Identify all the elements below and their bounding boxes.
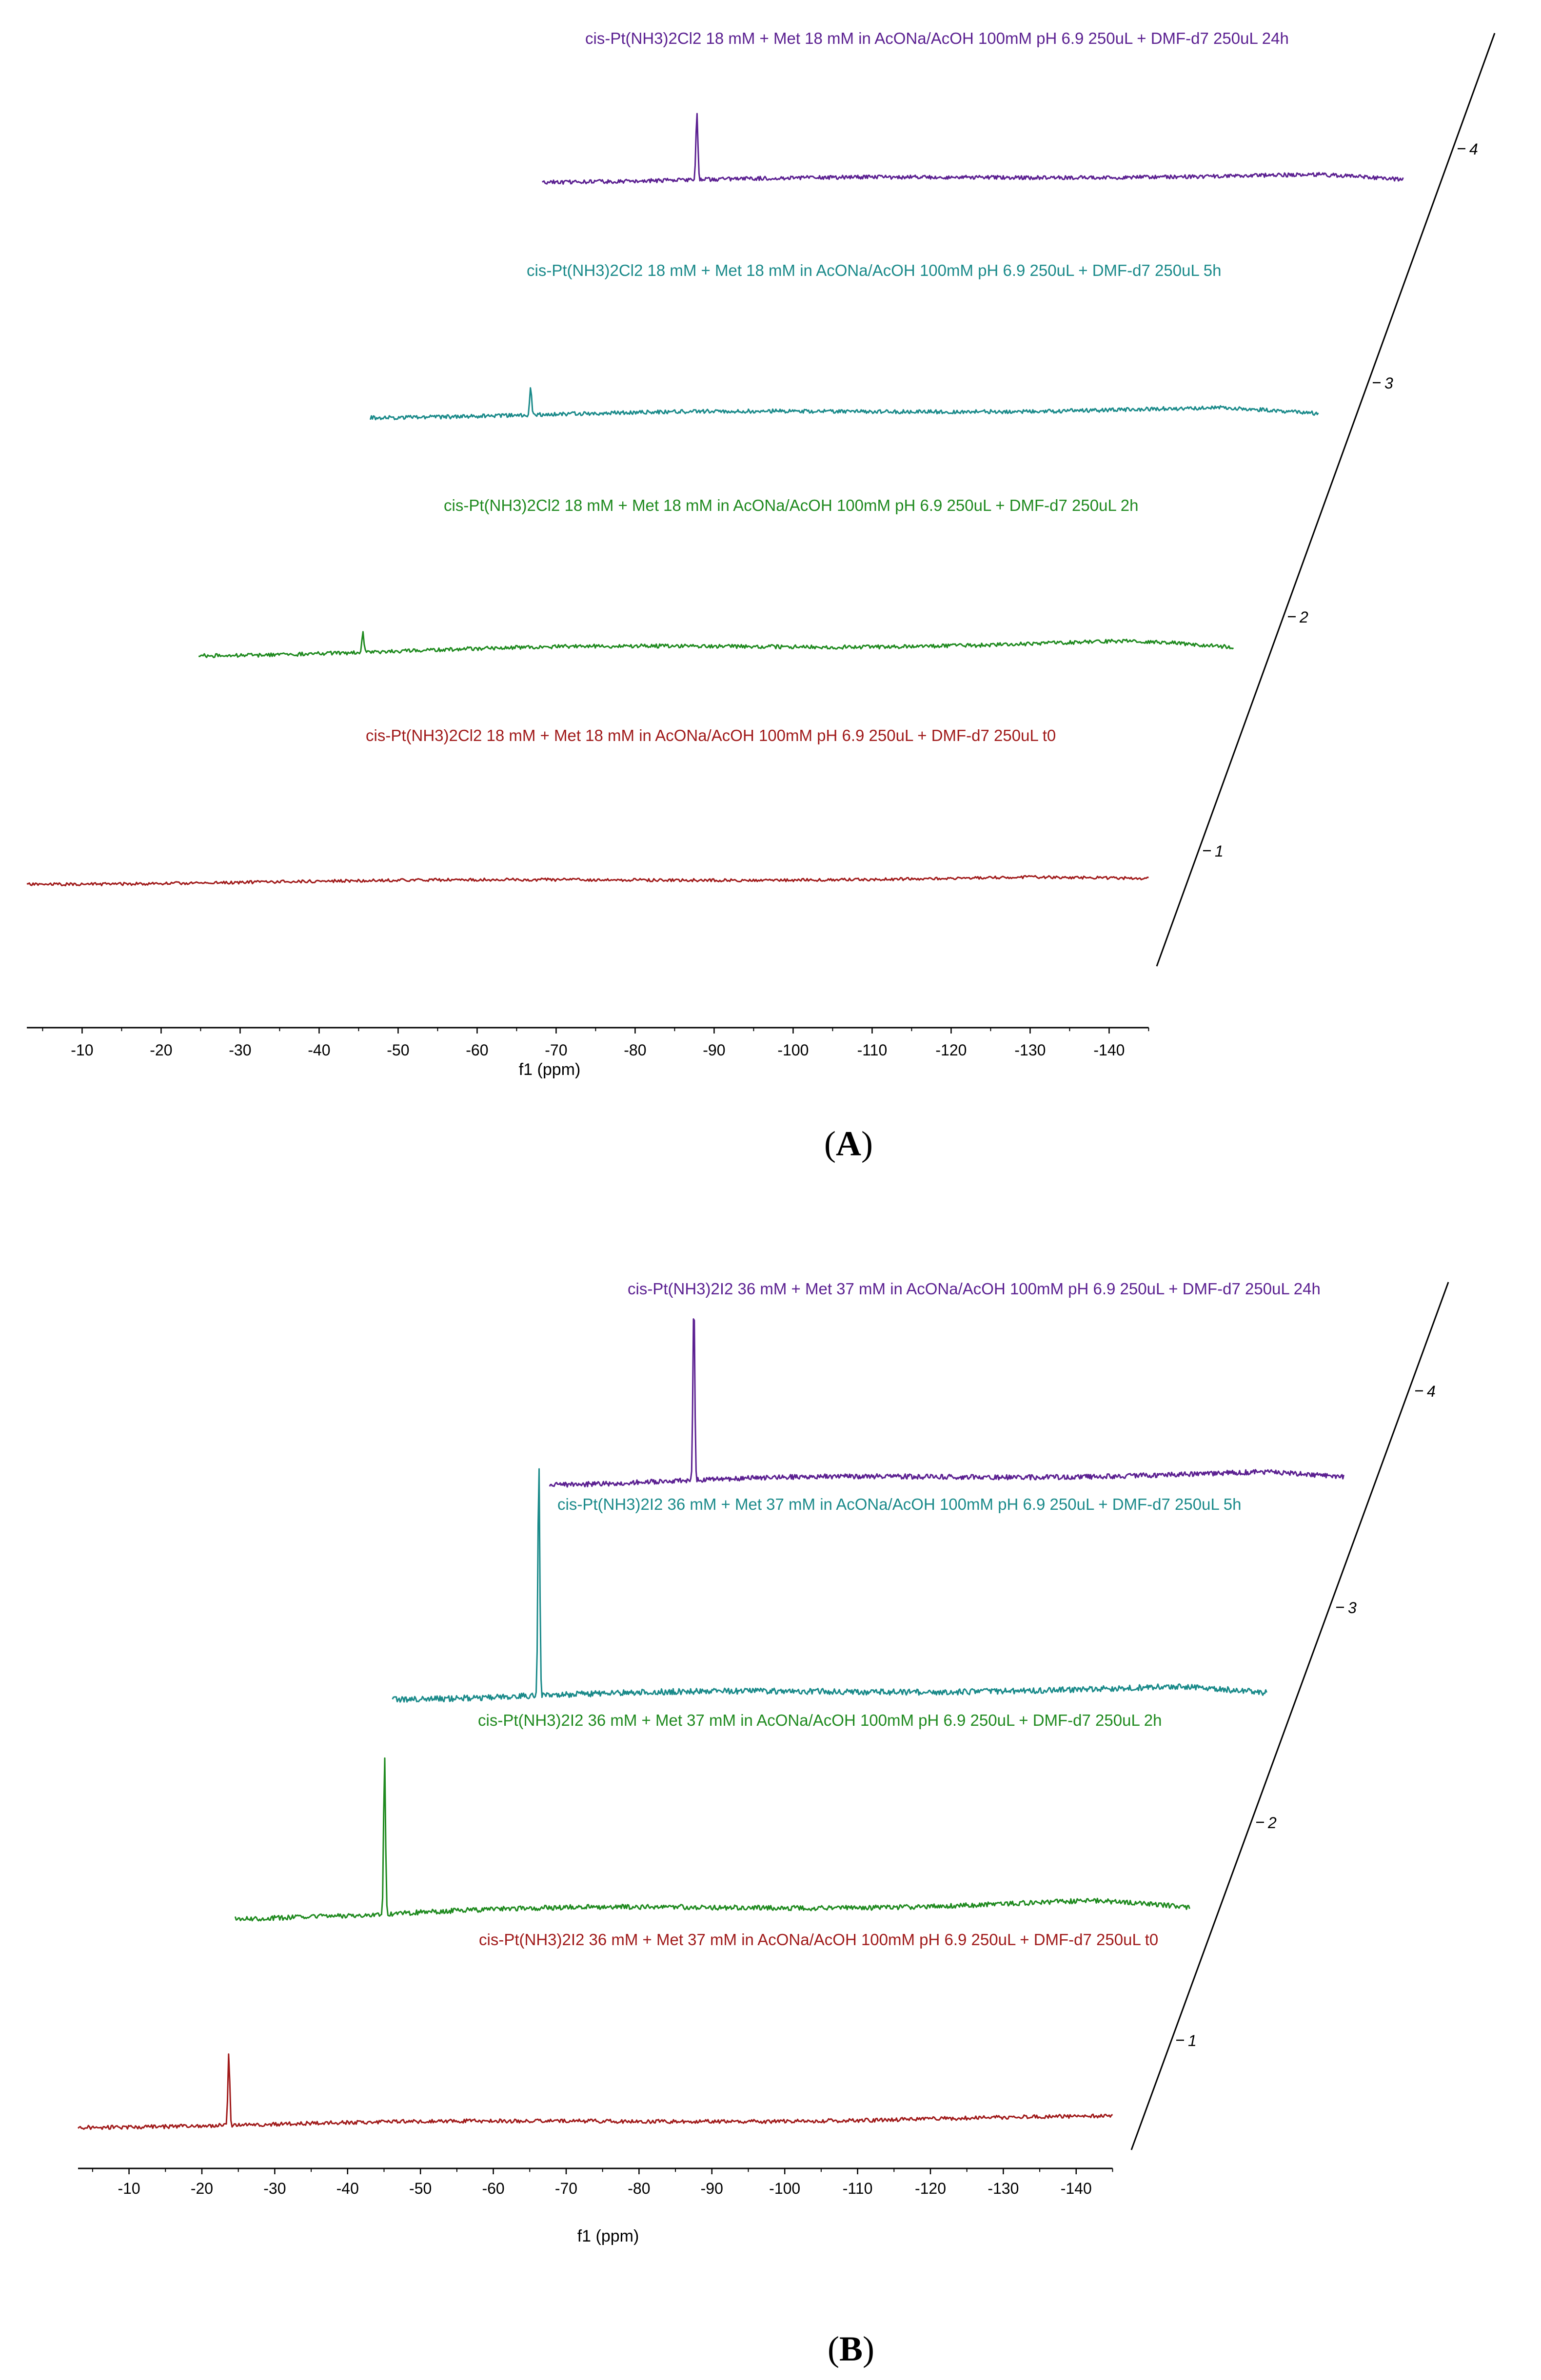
x-axis-label: f1 (ppm)	[577, 2227, 639, 2245]
x-tick-label: -40	[336, 2180, 359, 2197]
x-tick-label: -90	[703, 1041, 725, 1059]
x-tick-label: -10	[71, 1041, 93, 1059]
x-tick-label: -80	[624, 1041, 646, 1059]
x-tick-label: -40	[308, 1041, 330, 1059]
x-tick-label: -50	[387, 1041, 409, 1059]
x-tick-label: -130	[988, 2180, 1019, 2197]
x-tick-label: -140	[1093, 1041, 1125, 1059]
x-tick-label: -110	[843, 2180, 873, 2197]
x-tick-label: -100	[777, 1041, 809, 1059]
x-tick-label: -60	[482, 2180, 504, 2197]
series-label: cis-Pt(NH3)2I2 36 mM + Met 37 mM in AcON…	[478, 1711, 1162, 1729]
panel-label: (B)	[828, 2329, 874, 2368]
panel-a-chart: -10 -20 -30 -40 -50 -60 -70 -80 -90 -100 -110 -120 -…	[26, 29, 1496, 1163]
spectrum-trace	[542, 113, 1404, 185]
spectrum-trace	[392, 1468, 1267, 1703]
x-tick-label: -90	[701, 2180, 723, 2197]
stack-axis-label: 1	[1188, 2032, 1197, 2049]
x-tick-label: -140	[1061, 2180, 1092, 2197]
spectrum-trace	[77, 2053, 1113, 2130]
stack-axis-label: 3	[1348, 1599, 1357, 1617]
stack-axis-label: 4	[1469, 140, 1478, 158]
x-tick-label: -20	[150, 1041, 172, 1059]
x-tick-label: -30	[263, 2180, 286, 2197]
stack-axis-label: 2	[1299, 608, 1308, 626]
x-axis-label: f1 (ppm)	[519, 1060, 581, 1079]
x-tick-label: -130	[1014, 1041, 1046, 1059]
panel-b-chart: -10 -20 -30 -40 -50 -60 -70 -80 -90 -100 -110 -120 -…	[77, 1280, 1449, 2368]
spectrum-trace	[549, 1318, 1344, 1488]
stack-axis-label: 1	[1215, 842, 1224, 860]
stack-axis-label: 2	[1267, 1814, 1277, 1832]
x-tick-label: -10	[118, 2180, 140, 2197]
stack-axis-label: 4	[1427, 1383, 1436, 1400]
x-tick-label: -120	[915, 2180, 946, 2197]
series-label: cis-Pt(NH3)2Cl2 18 mM + Met 18 mM in AcO…	[444, 496, 1138, 514]
x-tick-label: -70	[545, 1041, 567, 1059]
series-label: cis-Pt(NH3)2Cl2 18 mM + Met 18 mM in AcO…	[585, 29, 1289, 47]
x-tick-label: -30	[229, 1041, 251, 1059]
spectrum-trace	[369, 387, 1319, 421]
x-tick-label: -80	[628, 2180, 650, 2197]
x-tick-label: -50	[409, 2180, 432, 2197]
stack-axis-line	[1130, 1282, 1449, 2150]
spectrum-trace	[26, 875, 1149, 887]
x-tick-label: -60	[466, 1041, 488, 1059]
x-tick-label: -100	[769, 2180, 800, 2197]
panel-label: (A)	[824, 1124, 873, 1163]
series-label: cis-Pt(NH3)2I2 36 mM + Met 37 mM in AcON…	[628, 1280, 1321, 1298]
series-label: cis-Pt(NH3)2I2 36 mM + Met 37 mM in AcON…	[479, 1931, 1158, 1949]
series-label: cis-Pt(NH3)2Cl2 18 mM + Met 18 mM in AcO…	[366, 726, 1056, 744]
x-tick-label: -120	[935, 1041, 967, 1059]
stack-axis-line	[1156, 33, 1496, 967]
series-label: cis-Pt(NH3)2Cl2 18 mM + Met 18 mM in AcO…	[527, 261, 1221, 279]
x-tick-label: -70	[555, 2180, 577, 2197]
stack-axis-label: 3	[1384, 374, 1393, 392]
spectrum-trace	[234, 1757, 1190, 1922]
x-tick-label: -110	[857, 1041, 888, 1059]
spectrum-trace	[198, 631, 1234, 659]
x-tick-label: -20	[191, 2180, 213, 2197]
series-label: cis-Pt(NH3)2I2 36 mM + Met 37 mM in AcON…	[557, 1495, 1241, 1513]
